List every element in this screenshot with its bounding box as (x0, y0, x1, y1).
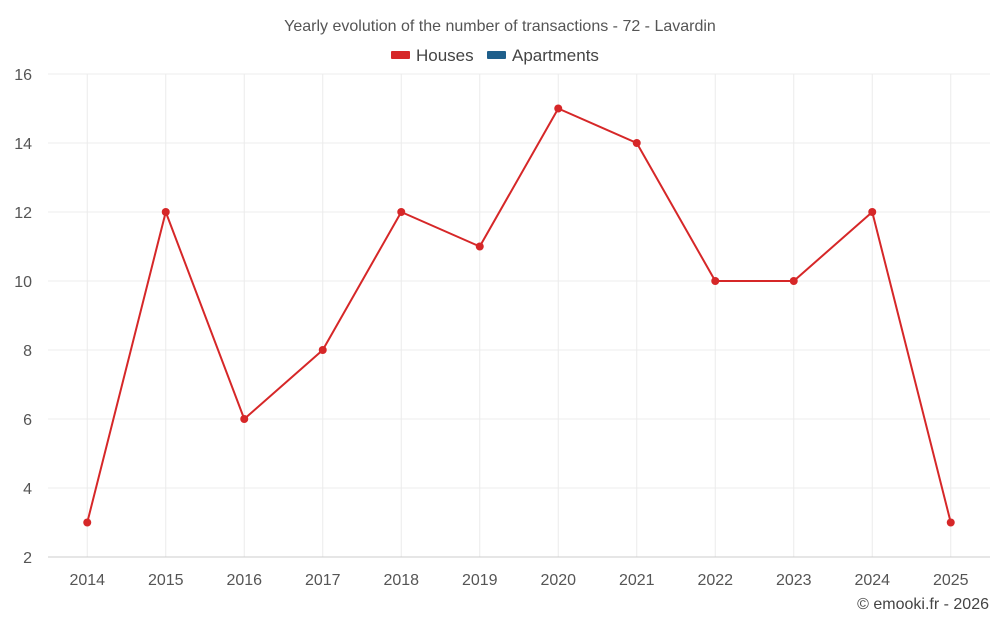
legend-label-houses[interactable]: Houses (416, 46, 474, 65)
x-tick-label: 2019 (462, 572, 498, 589)
data-point[interactable] (711, 277, 720, 285)
legend-swatch-apartments[interactable] (487, 51, 506, 59)
data-point[interactable] (397, 208, 406, 216)
series-houses (83, 104, 955, 527)
legend-label-apartments[interactable]: Apartments (512, 46, 599, 65)
legend-swatch-houses[interactable] (391, 51, 410, 59)
x-tick-label: 2017 (305, 572, 341, 589)
data-point[interactable] (946, 518, 955, 527)
y-tick-label: 6 (23, 412, 32, 429)
data-point[interactable] (868, 208, 877, 216)
y-tick-label: 10 (14, 274, 32, 291)
gridlines (48, 73, 990, 557)
data-point[interactable] (161, 208, 170, 216)
data-point[interactable] (318, 346, 327, 354)
x-tick-label: 2016 (226, 572, 262, 589)
x-tick-label: 2015 (148, 572, 184, 589)
series-line-houses[interactable] (86, 107, 952, 523)
y-tick-label: 12 (14, 205, 32, 222)
y-tick-label: 8 (23, 343, 32, 360)
data-point[interactable] (789, 277, 798, 285)
y-tick-label: 14 (14, 136, 32, 153)
data-point[interactable] (83, 518, 92, 527)
x-tick-label: 2021 (619, 572, 655, 589)
x-tick-label: 2020 (540, 572, 576, 589)
x-tick-label: 2023 (776, 572, 812, 589)
x-axis: 2014 2015 2016 2017 2018 2019 2020 2021 2022 2023… (48, 556, 990, 589)
x-tick-label: 2024 (854, 572, 890, 589)
y-tick-label: 16 (14, 67, 32, 84)
data-point[interactable] (554, 104, 563, 113)
data-point[interactable] (632, 139, 641, 147)
x-tick-label: 2025 (933, 572, 969, 589)
data-point[interactable] (475, 242, 484, 251)
data-point[interactable] (240, 415, 249, 423)
y-tick-label: 2 (23, 550, 32, 567)
legend: Houses Apartments (391, 46, 599, 65)
y-axis: 2 4 6 8 10 12 14 16 (14, 67, 32, 567)
x-tick-label: 2014 (69, 572, 105, 589)
x-tick-label: 2022 (697, 572, 733, 589)
y-tick-label: 4 (23, 481, 32, 498)
chart-credit: © emooki.fr - 2026 (857, 596, 989, 613)
chart-title: Yearly evolution of the number of transa… (284, 18, 716, 35)
x-tick-label: 2018 (383, 572, 419, 589)
